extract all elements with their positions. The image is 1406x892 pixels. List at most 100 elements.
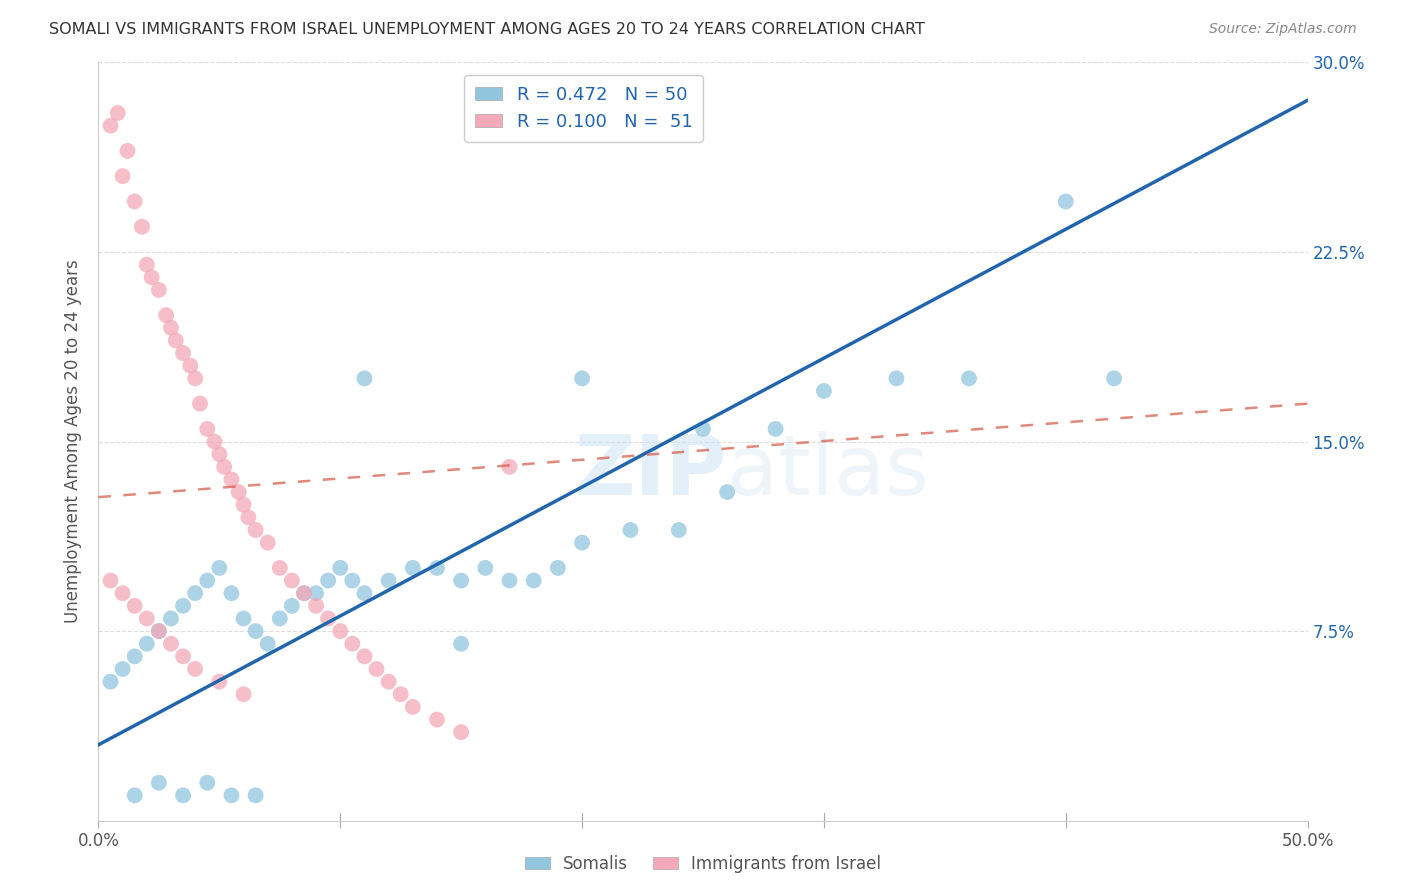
Point	[402, 561, 425, 575]
Text: ZIP: ZIP	[575, 432, 727, 512]
Point	[100, 674, 122, 689]
Point	[426, 561, 449, 575]
Point	[172, 599, 194, 613]
Point	[208, 561, 231, 575]
Point	[111, 169, 134, 184]
Point	[269, 561, 291, 575]
Point	[195, 574, 218, 588]
Point	[135, 611, 157, 625]
Legend: Somalis, Immigrants from Israel: Somalis, Immigrants from Israel	[517, 848, 889, 880]
Point	[269, 611, 291, 625]
Point	[148, 283, 170, 297]
Point	[184, 662, 207, 676]
Point	[474, 561, 496, 575]
Point	[221, 473, 243, 487]
Point	[619, 523, 641, 537]
Point	[668, 523, 690, 537]
Point	[160, 320, 183, 334]
Point	[111, 662, 134, 676]
Point	[160, 611, 183, 625]
Point	[107, 106, 129, 120]
Point	[184, 586, 207, 600]
Point	[342, 574, 364, 588]
Legend: R = 0.472   N = 50, R = 0.100   N =  51: R = 0.472 N = 50, R = 0.100 N = 51	[464, 75, 703, 142]
Point	[155, 308, 177, 322]
Point	[148, 776, 170, 790]
Point	[316, 611, 339, 625]
Point	[245, 624, 267, 639]
Point	[148, 624, 170, 639]
Point	[571, 371, 593, 385]
Point	[329, 561, 352, 575]
Point	[450, 725, 472, 739]
Point	[238, 510, 260, 524]
Point	[232, 498, 254, 512]
Point	[179, 359, 201, 373]
Point	[813, 384, 835, 398]
Point	[353, 586, 375, 600]
Text: Source: ZipAtlas.com: Source: ZipAtlas.com	[1209, 22, 1357, 37]
Point	[305, 599, 328, 613]
Point	[221, 789, 243, 803]
Point	[366, 662, 388, 676]
Point	[172, 346, 194, 360]
Point	[402, 699, 425, 714]
Y-axis label: Unemployment Among Ages 20 to 24 years: Unemployment Among Ages 20 to 24 years	[65, 260, 83, 624]
Point	[160, 637, 183, 651]
Point	[208, 674, 231, 689]
Point	[204, 434, 226, 449]
Point	[221, 586, 243, 600]
Point	[377, 574, 399, 588]
Point	[1102, 371, 1125, 385]
Point	[305, 586, 328, 600]
Point	[124, 194, 146, 209]
Point	[124, 599, 146, 613]
Point	[329, 624, 352, 639]
Point	[135, 258, 157, 272]
Point	[377, 674, 399, 689]
Point	[195, 776, 218, 790]
Point	[141, 270, 163, 285]
Point	[111, 586, 134, 600]
Point	[228, 485, 250, 500]
Point	[692, 422, 714, 436]
Point	[117, 144, 139, 158]
Text: atlas: atlas	[727, 432, 929, 512]
Point	[292, 586, 315, 600]
Point	[124, 649, 146, 664]
Point	[212, 459, 235, 474]
Point	[124, 789, 146, 803]
Point	[571, 535, 593, 549]
Point	[245, 523, 267, 537]
Point	[353, 649, 375, 664]
Text: SOMALI VS IMMIGRANTS FROM ISRAEL UNEMPLOYMENT AMONG AGES 20 TO 24 YEARS CORRELAT: SOMALI VS IMMIGRANTS FROM ISRAEL UNEMPLO…	[49, 22, 925, 37]
Point	[523, 574, 546, 588]
Point	[765, 422, 787, 436]
Point	[100, 574, 122, 588]
Point	[957, 371, 980, 385]
Point	[208, 447, 231, 461]
Point	[131, 219, 153, 234]
Point	[886, 371, 908, 385]
Point	[172, 789, 194, 803]
Point	[281, 574, 304, 588]
Point	[292, 586, 315, 600]
Point	[100, 119, 122, 133]
Point	[256, 637, 278, 651]
Point	[281, 599, 304, 613]
Point	[256, 535, 278, 549]
Point	[165, 334, 187, 348]
Point	[195, 422, 218, 436]
Point	[450, 574, 472, 588]
Point	[498, 459, 520, 474]
Point	[172, 649, 194, 664]
Point	[450, 637, 472, 651]
Point	[1054, 194, 1077, 209]
Point	[232, 687, 254, 701]
Point	[716, 485, 738, 500]
Point	[188, 396, 211, 410]
Point	[342, 637, 364, 651]
Point	[184, 371, 207, 385]
Point	[353, 371, 375, 385]
Point	[547, 561, 569, 575]
